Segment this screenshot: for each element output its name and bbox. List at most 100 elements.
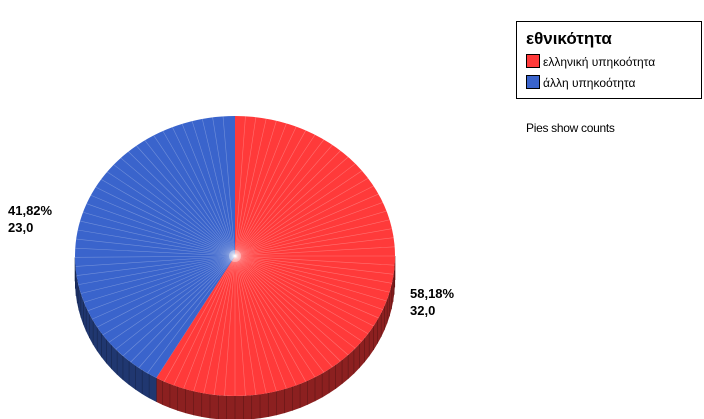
slice-value-label-1: 23,0 bbox=[8, 220, 33, 235]
pie-facet-line bbox=[234, 134, 316, 257]
slice-value-label-0: 32,0 bbox=[410, 303, 435, 318]
pie-facet-line bbox=[95, 186, 236, 257]
pie-facet-line bbox=[113, 164, 236, 257]
pie-facet-line bbox=[106, 171, 236, 257]
pie-facet-line bbox=[120, 157, 236, 257]
pie-facet-line bbox=[76, 255, 236, 276]
pie-facet-line bbox=[224, 255, 236, 396]
pie-facet-line bbox=[234, 144, 333, 257]
pie-facet-line bbox=[234, 150, 341, 257]
pie-facet-line bbox=[234, 255, 307, 382]
pie-facet-line bbox=[162, 130, 236, 257]
pie-facet-line bbox=[234, 228, 392, 257]
pie-facet-line bbox=[234, 139, 325, 257]
pie-facet-line bbox=[234, 255, 379, 319]
pie-facet-line bbox=[234, 255, 297, 386]
pie-facet-line bbox=[234, 156, 349, 257]
pie-facet-line bbox=[234, 237, 394, 257]
legend-label-greek: ελληνική υπηκοότητα bbox=[543, 55, 656, 69]
pie-facet-line bbox=[122, 255, 236, 357]
pie-facet-line bbox=[222, 116, 236, 257]
pie-facet-line bbox=[144, 140, 236, 257]
pie-facet-line bbox=[234, 255, 257, 395]
pie-facet-line bbox=[234, 185, 374, 257]
pie-facet-line bbox=[202, 118, 236, 257]
pie-facet-line bbox=[79, 220, 236, 257]
pie-facet-line bbox=[191, 121, 236, 257]
pie-facet-line bbox=[234, 255, 277, 392]
pie-facet-line bbox=[75, 255, 236, 267]
pie-facet-line bbox=[234, 255, 341, 362]
legend-item-other: άλλη υπηκοότητα bbox=[526, 75, 635, 90]
legend-swatch-blue bbox=[526, 75, 540, 89]
legend-label-other: άλλη υπηκοότητα bbox=[543, 76, 636, 90]
legend-title: εθνικότητα bbox=[526, 29, 612, 48]
pie-facet-line bbox=[234, 118, 267, 257]
pie-facet-line bbox=[97, 255, 236, 328]
pie-facet-line bbox=[234, 116, 246, 257]
pie-facet-line bbox=[234, 193, 379, 257]
pie-facet-line bbox=[173, 255, 236, 386]
pie-facet-line bbox=[234, 255, 387, 302]
pie-facet-line bbox=[234, 255, 374, 327]
pie-center-highlight bbox=[229, 250, 241, 262]
pie-facet-line bbox=[234, 202, 383, 257]
pie-facet-line bbox=[87, 255, 236, 312]
legend-swatch-red bbox=[526, 54, 540, 68]
pie-facet-line bbox=[234, 210, 387, 257]
pie-facet-line bbox=[92, 255, 236, 320]
pie-facet-line bbox=[234, 117, 257, 257]
pie-facet-line bbox=[234, 255, 349, 356]
pie-facet-line bbox=[100, 179, 236, 257]
pie-facet-line bbox=[193, 255, 236, 392]
pie-facet-line bbox=[102, 255, 236, 336]
pie-facet-line bbox=[234, 255, 325, 373]
pie-facet-line bbox=[234, 255, 394, 275]
pie-facet-line bbox=[75, 247, 236, 257]
pie-facet-line bbox=[183, 255, 236, 389]
pie-facet-line bbox=[234, 126, 297, 257]
pie-facet-line bbox=[128, 151, 236, 257]
pie-facet-line bbox=[163, 255, 236, 382]
pie-facet-line bbox=[234, 246, 395, 257]
pie-facet-line bbox=[234, 255, 369, 335]
pie-facet-line bbox=[90, 195, 236, 257]
pie-facet-line bbox=[213, 255, 236, 395]
pie-facet-line bbox=[234, 255, 333, 368]
pie-facet-line bbox=[108, 255, 236, 343]
pie-side-0 bbox=[156, 256, 395, 419]
pie-slice-0 bbox=[156, 116, 396, 396]
pie-facet-line bbox=[77, 229, 236, 257]
pie-facet-line bbox=[234, 130, 307, 257]
pie-facet-line bbox=[75, 255, 236, 258]
pie-facet-line bbox=[234, 163, 356, 257]
pie-facet-line bbox=[234, 255, 383, 310]
pie-facet-line bbox=[203, 255, 236, 394]
pie-facet-line bbox=[76, 238, 236, 257]
pie-facet-line bbox=[234, 177, 369, 257]
pie-facet-line bbox=[234, 255, 246, 396]
pie-facet-line bbox=[234, 255, 392, 284]
pie-facet-line bbox=[138, 255, 236, 369]
pie-facet-line bbox=[115, 255, 236, 350]
pie-facet-line bbox=[83, 255, 236, 303]
slice-percent-label-0: 58,18% bbox=[410, 286, 455, 301]
pie-facet-line bbox=[80, 255, 236, 294]
pie-facet-line bbox=[78, 255, 236, 285]
pie-facet-line bbox=[147, 255, 236, 374]
pie-facet-line bbox=[153, 135, 236, 257]
pie-facet-line bbox=[234, 255, 395, 266]
pie-facet-line bbox=[234, 219, 390, 257]
legend-item-greek: ελληνική υπηκοότητα bbox=[526, 54, 655, 69]
pie-facet-line bbox=[234, 170, 363, 257]
pie-facet-line bbox=[136, 145, 236, 257]
pie-facet-line bbox=[234, 255, 267, 394]
pie-facet-line bbox=[130, 255, 236, 363]
pies-note: Pies show counts bbox=[526, 121, 615, 135]
pie-facet-line bbox=[172, 127, 236, 257]
pie-facet-line bbox=[234, 255, 316, 378]
pie-facet-line bbox=[234, 255, 287, 389]
pie-facet-line bbox=[234, 255, 390, 293]
legend: εθνικότητα ελληνική υπηκοότητα άλλη υπηκ… bbox=[516, 21, 702, 99]
